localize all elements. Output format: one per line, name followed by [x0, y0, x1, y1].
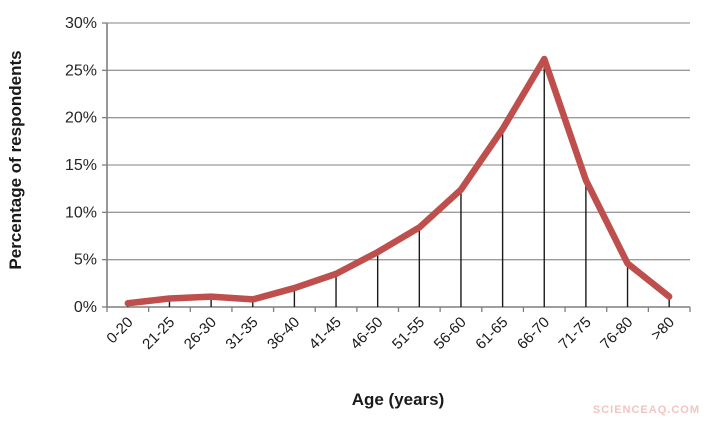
x-tick-label: 36-40: [264, 314, 303, 353]
x-tick-label: 61-65: [472, 314, 511, 353]
x-tick-label: 41-45: [306, 314, 345, 353]
data-line-series: [124, 55, 673, 307]
y-tick-label: 0%: [74, 299, 97, 316]
y-tick-label: 5%: [74, 252, 97, 269]
y-tick-label: 10%: [65, 204, 97, 221]
x-tick-label: 26-30: [181, 314, 220, 353]
y-tick-label: 30%: [65, 15, 97, 32]
x-tick-label: 56-60: [431, 314, 470, 353]
x-tick-label: >80: [648, 314, 678, 344]
watermark: SCIENCEAQ.COM: [592, 404, 700, 416]
x-tick-label: 51-55: [389, 314, 428, 353]
x-tick-label: 0-20: [103, 314, 136, 347]
x-tick-label: 71-75: [556, 314, 595, 353]
y-tick-label: 15%: [65, 157, 97, 174]
x-tick-label: 31-35: [222, 314, 261, 353]
x-tick-label: 66-70: [514, 314, 553, 353]
x-axis-title: Age (years): [351, 390, 445, 409]
y-tick-label: 25%: [65, 62, 97, 79]
x-tick-label: 76-80: [597, 314, 636, 353]
x-tick-label: 21-25: [139, 314, 178, 353]
x-tick-label: 46-50: [347, 314, 386, 353]
y-axis-title: Percentage of respondents: [6, 50, 25, 270]
y-tick-label: 20%: [65, 110, 97, 127]
